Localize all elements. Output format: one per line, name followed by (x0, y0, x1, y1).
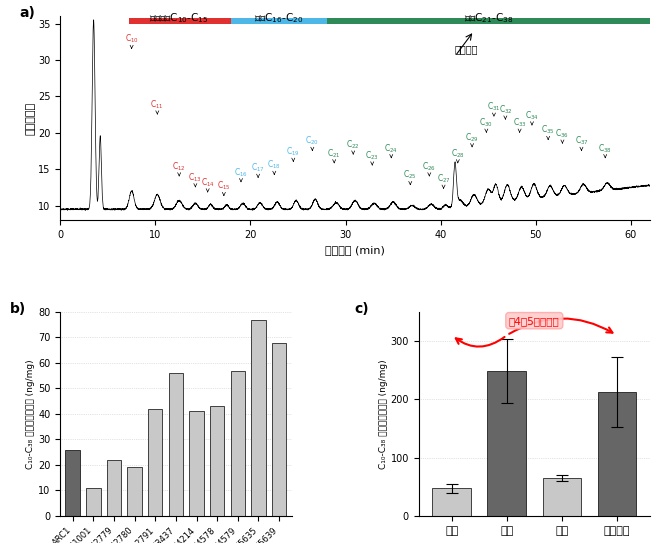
Bar (190, 412, 204, 516)
Text: a): a) (19, 6, 35, 20)
Text: C$_{35}$: C$_{35}$ (541, 124, 555, 140)
Text: 軽油C$_{16}$-C$_{20}$: 軽油C$_{16}$-C$_{20}$ (255, 11, 304, 25)
Text: C$_{22}$: C$_{22}$ (346, 138, 360, 154)
Bar (251, 320, 266, 516)
Text: C$_{10}$: C$_{10}$ (125, 33, 139, 48)
Text: C$_{36}$: C$_{36}$ (555, 128, 570, 143)
Text: b): b) (9, 302, 25, 315)
Text: ガソリンC$_{10}$-C$_{15}$: ガソリンC$_{10}$-C$_{15}$ (149, 11, 209, 25)
Bar (66, 450, 80, 516)
Bar (129, 18, 231, 24)
Text: C$_{32}$: C$_{32}$ (498, 103, 512, 119)
Text: C$_{31}$: C$_{31}$ (487, 100, 500, 116)
Text: C$_{25}$: C$_{25}$ (403, 169, 417, 185)
Text: C$_{16}$: C$_{16}$ (234, 166, 248, 182)
Bar (107, 460, 121, 516)
Text: C$_{34}$: C$_{34}$ (525, 109, 539, 125)
Text: C$_{17}$: C$_{17}$ (251, 162, 265, 177)
Text: C$_{11}$: C$_{11}$ (151, 98, 164, 114)
Text: C$_{20}$: C$_{20}$ (306, 135, 320, 150)
Text: C$_{29}$: C$_{29}$ (465, 131, 479, 147)
Text: 約4〜5倍の増加: 約4〜5倍の増加 (509, 315, 559, 326)
Text: 標準物質: 標準物質 (455, 44, 478, 54)
Text: C$_{15}$: C$_{15}$ (217, 180, 230, 195)
Y-axis label: 炭化水素量: 炭化水素量 (25, 102, 36, 135)
Text: C$_{14}$: C$_{14}$ (201, 176, 214, 192)
Bar (230, 370, 245, 516)
Text: C$_{23}$: C$_{23}$ (365, 149, 379, 165)
Bar (86, 488, 100, 516)
Text: C$_{38}$: C$_{38}$ (598, 142, 612, 157)
Text: C$_{30}$: C$_{30}$ (479, 117, 493, 132)
Bar (488, 371, 526, 516)
Bar (127, 468, 142, 516)
X-axis label: 保持時間 (min): 保持時間 (min) (325, 245, 385, 255)
Bar (272, 343, 286, 516)
Bar (210, 406, 224, 516)
Text: C$_{37}$: C$_{37}$ (575, 135, 588, 150)
Bar (231, 18, 326, 24)
Text: C$_{28}$: C$_{28}$ (451, 147, 465, 163)
Text: C$_{12}$: C$_{12}$ (172, 160, 186, 176)
Text: 重油C$_{21}$-C$_{38}$: 重油C$_{21}$-C$_{38}$ (464, 11, 513, 25)
Text: C$_{21}$: C$_{21}$ (328, 147, 341, 163)
Y-axis label: C₁₀-C₃₈ 飽和炭化水素量 (ng/mg): C₁₀-C₃₈ 飽和炭化水素量 (ng/mg) (379, 359, 388, 469)
Bar (169, 373, 183, 516)
Y-axis label: C₁₀-C₃₈ 飽和炭化水素量 (ng/mg): C₁₀-C₃₈ 飽和炭化水素量 (ng/mg) (26, 359, 36, 469)
Text: C$_{33}$: C$_{33}$ (513, 117, 527, 132)
Text: C$_{27}$: C$_{27}$ (437, 173, 450, 188)
Text: C$_{19}$: C$_{19}$ (286, 146, 300, 161)
Text: C$_{13}$: C$_{13}$ (188, 171, 202, 187)
Bar (326, 18, 650, 24)
Bar (148, 409, 163, 516)
Text: C$_{18}$: C$_{18}$ (267, 159, 281, 174)
Text: C$_{24}$: C$_{24}$ (385, 142, 398, 157)
Bar (598, 393, 636, 516)
Text: C$_{26}$: C$_{26}$ (422, 160, 436, 176)
Text: c): c) (354, 302, 368, 315)
Bar (432, 489, 471, 516)
Bar (543, 478, 581, 516)
